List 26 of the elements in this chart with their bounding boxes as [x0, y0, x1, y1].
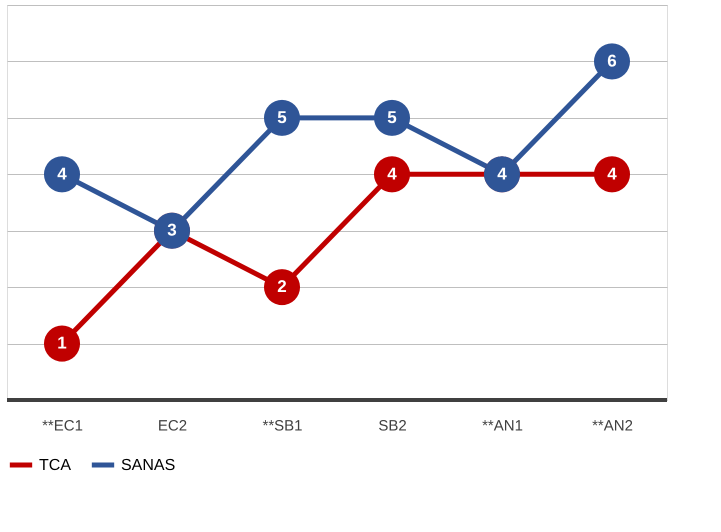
- data-label: 2: [277, 277, 287, 296]
- data-label: 4: [387, 164, 398, 184]
- point: [264, 100, 300, 136]
- x-tick-label: SB2: [378, 418, 407, 434]
- x-tick-label: **AN1: [482, 418, 523, 434]
- data-label: 1: [57, 334, 67, 353]
- legend-label: TCA: [39, 457, 72, 474]
- data-label: 3: [167, 220, 177, 240]
- data-label: 5: [387, 108, 397, 127]
- data-label: 4: [57, 164, 68, 184]
- x-tick-label: EC2: [158, 418, 188, 434]
- point: [44, 156, 80, 192]
- data-label: 6: [607, 51, 617, 70]
- point: [374, 156, 410, 192]
- data-label: 4: [607, 164, 618, 184]
- x-tick-label: **EC1: [42, 418, 83, 434]
- data-label: 4: [497, 164, 508, 184]
- point: [264, 269, 300, 306]
- point: [594, 43, 630, 80]
- data-label: 5: [277, 108, 287, 127]
- legend-label: SANAS: [121, 457, 176, 474]
- point: [44, 326, 80, 362]
- point: [594, 156, 630, 192]
- point: [374, 100, 410, 136]
- x-tick-label: **SB1: [262, 418, 303, 434]
- x-tick-label: **AN2: [592, 418, 633, 434]
